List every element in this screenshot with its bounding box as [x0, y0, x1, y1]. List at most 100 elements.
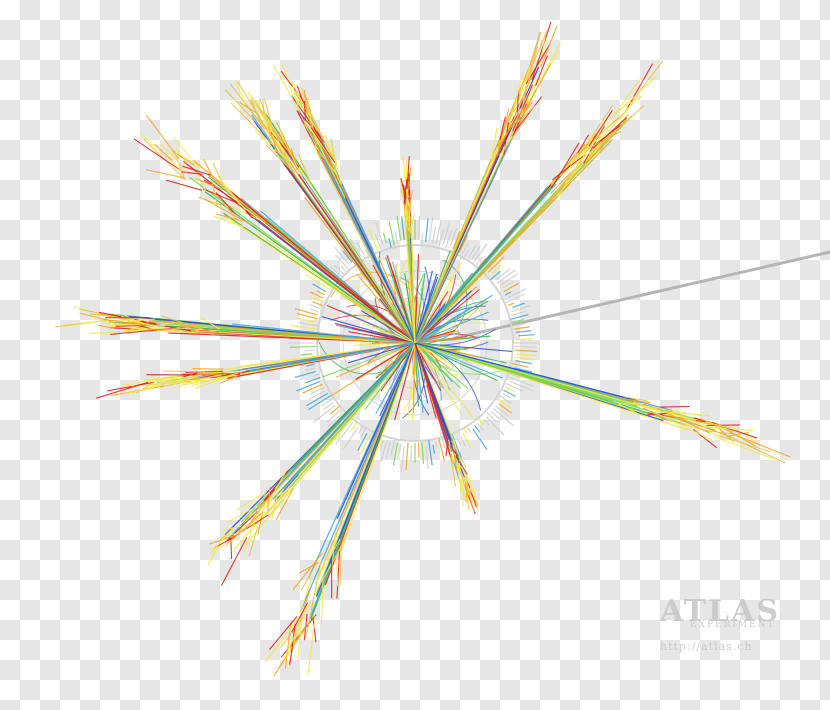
- calorimeter-hit: [428, 440, 433, 466]
- jet-shower-strand: [298, 561, 319, 574]
- jet-shower-strand: [191, 372, 238, 387]
- calorimeter-hit: [356, 242, 365, 256]
- jet-shower-strand: [275, 487, 294, 521]
- jet-shower-strand: [606, 75, 643, 126]
- inner-track: [414, 262, 462, 344]
- jet-shower-strand: [538, 33, 547, 69]
- jet-shower-strand: [400, 179, 405, 201]
- jet-shower-strand: [291, 80, 301, 113]
- inner-track: [375, 342, 416, 415]
- jet-shower-strand: [212, 215, 244, 228]
- calorimeter-hit: [388, 221, 395, 246]
- atlas-watermark: ATLAS EXPERIMENT http://atlas.ch: [660, 597, 810, 654]
- jet-shower-strand: [324, 135, 338, 167]
- jet-shower-strand: [254, 129, 286, 164]
- jet-shower-strand: [407, 217, 411, 238]
- jet-shower-strand: [96, 381, 149, 399]
- inner-track: [414, 342, 442, 392]
- calorimeter-hit: [442, 222, 451, 245]
- jet-shower-strand: [582, 146, 604, 166]
- calorimeter-hit: [316, 290, 325, 296]
- jet-shower-strand: [302, 123, 323, 150]
- calorimeter-hit: [290, 324, 317, 330]
- jet-track: [232, 323, 416, 344]
- jet-shower-strand: [120, 326, 156, 332]
- jet-shower-strand: [535, 55, 548, 87]
- inner-track: [380, 342, 416, 392]
- calorimeter-hit: [385, 441, 391, 460]
- inner-track: [414, 342, 474, 418]
- calorimeter-hit: [495, 268, 511, 281]
- jet-shower-strand: [247, 91, 275, 137]
- calorimeter-hit: [304, 349, 315, 352]
- calorimeter-hit: [298, 321, 318, 327]
- jet-shower-strand: [262, 113, 290, 161]
- calorimeter-hit: [483, 249, 500, 268]
- jet-shower-strand: [310, 560, 322, 611]
- jet-shower-strand: [627, 63, 654, 108]
- calorimeter-hit: [296, 312, 319, 320]
- calorimeter-hit: [497, 398, 513, 410]
- inner-track: [414, 311, 489, 344]
- calorimeter-hit: [514, 326, 530, 330]
- jet-shower-strand: [192, 368, 224, 370]
- calorimeter-hit: [435, 221, 442, 245]
- calorimeter-hit: [514, 349, 538, 353]
- jet-track: [229, 190, 416, 344]
- jet-shower-strand: [466, 480, 478, 508]
- jet-shower-strand: [490, 127, 498, 161]
- jet-shower-strand: [227, 505, 258, 523]
- jet-shower-strand: [705, 421, 741, 432]
- jet-shower-strand: [406, 156, 410, 190]
- jet-shower-strand: [273, 64, 299, 110]
- jet-shower-strand: [293, 95, 319, 132]
- jet-shower-strand: [265, 144, 295, 174]
- calorimeter-hit: [305, 274, 329, 290]
- jet-shower-strand: [309, 110, 335, 161]
- jet-shower-strand: [331, 145, 343, 185]
- jet-shower-strand: [272, 491, 290, 515]
- jet-shower-strand: [526, 30, 548, 81]
- inner-track: [385, 257, 416, 344]
- calorimeter-hit: [463, 427, 468, 434]
- jet-track: [299, 92, 416, 344]
- jet-shower-strand: [450, 440, 467, 468]
- inner-track: [414, 306, 472, 344]
- calorimeter-hit: [375, 222, 384, 245]
- calorimeter-hit: [340, 265, 347, 272]
- jet-shower-strand: [618, 403, 638, 414]
- jet-shower-strand: [713, 436, 774, 460]
- inner-track: [414, 290, 472, 344]
- jet-shower-strand: [656, 410, 711, 417]
- calorimeter-hit: [334, 246, 350, 265]
- jet-shower-strand: [245, 103, 260, 123]
- calorimeter-hit: [312, 301, 323, 307]
- calorimeter-hit: [400, 445, 405, 472]
- jet-shower-strand: [670, 418, 725, 439]
- jet-shower-strand: [172, 136, 200, 169]
- jet-shower-strand: [278, 131, 299, 171]
- jet-shower-strand: [459, 478, 462, 493]
- calorimeter-hit: [507, 288, 527, 299]
- jet-shower-strand: [217, 176, 247, 211]
- calorimeter-hit: [308, 390, 326, 401]
- jet-shower-strand: [511, 74, 524, 118]
- jet-shower-strand: [170, 151, 188, 173]
- calorimeter-hit: [312, 373, 320, 377]
- jet-shower-strand: [583, 125, 606, 164]
- calorimeter-hit: [289, 345, 316, 349]
- calorimeter-hit: [477, 422, 484, 431]
- jet-track: [414, 342, 454, 464]
- inner-track: [414, 332, 460, 344]
- calorimeter-hit: [369, 434, 379, 455]
- jet-shower-strand: [89, 313, 134, 320]
- jet-shower-strand: [160, 381, 194, 384]
- jet-shower-strand: [248, 525, 259, 557]
- jet-shower-strand: [65, 320, 108, 326]
- jet-shower-strand: [236, 493, 263, 511]
- jet-shower-strand: [200, 316, 220, 330]
- calorimeter-hit: [510, 314, 529, 320]
- calorimeter-hit: [513, 322, 526, 327]
- inner-track: [355, 342, 416, 380]
- jet-shower-strand: [280, 133, 303, 177]
